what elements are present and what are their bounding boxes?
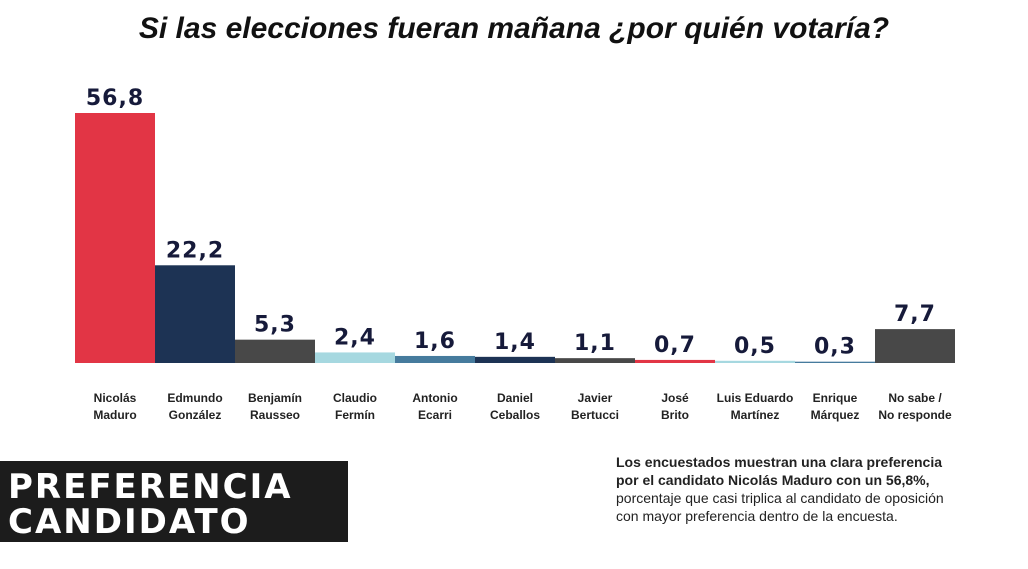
bar-value-label-10: 7,7 [894, 302, 936, 327]
bar-value-label-0: 56,8 [86, 86, 144, 111]
category-label-5-0: Daniel [497, 391, 533, 405]
category-label-5-1: Ceballos [490, 408, 540, 422]
category-label-0-0: Nicolás [94, 391, 137, 405]
bar-value-label-7: 0,7 [654, 333, 696, 358]
category-label-2-1: Rausseo [250, 408, 300, 422]
bar-6 [555, 358, 635, 363]
section-badge: PREFERENCIA CANDIDATO [0, 461, 348, 542]
bar-chart: 56,8 Nicolás Maduro 22,2 Edmundo González 5,3 B… [75, 86, 955, 422]
category-label-0-1: Maduro [93, 408, 136, 422]
bar-10 [875, 329, 955, 363]
category-label-3-1: Fermín [335, 408, 375, 422]
bar-value-label-5: 1,4 [494, 330, 536, 355]
bar-value-label-8: 0,5 [734, 334, 776, 359]
category-label-8-0: Luis Eduardo [717, 391, 794, 405]
bar-7 [635, 359, 715, 363]
bar-2 [235, 339, 315, 363]
bar-value-label-6: 1,1 [574, 331, 616, 356]
category-label-2-0: Benjamín [248, 391, 302, 405]
bar-1 [155, 265, 235, 363]
bar-value-label-1: 22,2 [166, 238, 224, 263]
bar-value-label-3: 2,4 [334, 325, 376, 350]
category-label-6-1: Bertucci [571, 408, 619, 422]
bar-value-label-9: 0,3 [814, 335, 856, 360]
badge-line-2: CANDIDATO [8, 502, 251, 542]
category-label-1-0: Edmundo [167, 391, 222, 405]
note-line-4: con mayor preferencia dentro de la encue… [616, 508, 898, 524]
bar-value-label-2: 5,3 [254, 313, 296, 338]
badge-line-1: PREFERENCIA [8, 467, 293, 507]
category-label-9-0: Enrique [813, 391, 858, 405]
bar-0 [75, 113, 155, 363]
bar-4 [395, 355, 475, 363]
note-line-2: por el candidato Nicolás Maduro con un 5… [616, 472, 930, 488]
bar-5 [475, 356, 555, 363]
summary-note: Los encuestados muestran una clara prefe… [616, 453, 1016, 525]
category-label-6-0: Javier [578, 391, 613, 405]
bar-value-label-4: 1,6 [414, 329, 456, 354]
category-label-9-1: Márquez [811, 408, 860, 422]
category-label-4-1: Ecarri [418, 408, 452, 422]
category-label-10-1: No responde [878, 408, 952, 422]
note-line-3: porcentaje que casi triplica al candidat… [616, 490, 944, 506]
category-label-7-1: Brito [661, 408, 689, 422]
category-label-7-0: José [661, 391, 689, 405]
note-line-1: Los encuestados muestran una clara prefe… [616, 454, 943, 470]
category-label-1-1: González [169, 408, 222, 422]
bar-3 [315, 352, 395, 363]
category-label-10-0: No sabe / [888, 391, 942, 405]
bar-9 [795, 361, 875, 363]
bar-8 [715, 360, 795, 363]
category-label-3-0: Claudio [333, 391, 377, 405]
category-label-8-1: Martínez [731, 408, 780, 422]
category-label-4-0: Antonio [412, 391, 457, 405]
chart-title: Si las elecciones fueran mañana ¿por qui… [138, 12, 890, 45]
